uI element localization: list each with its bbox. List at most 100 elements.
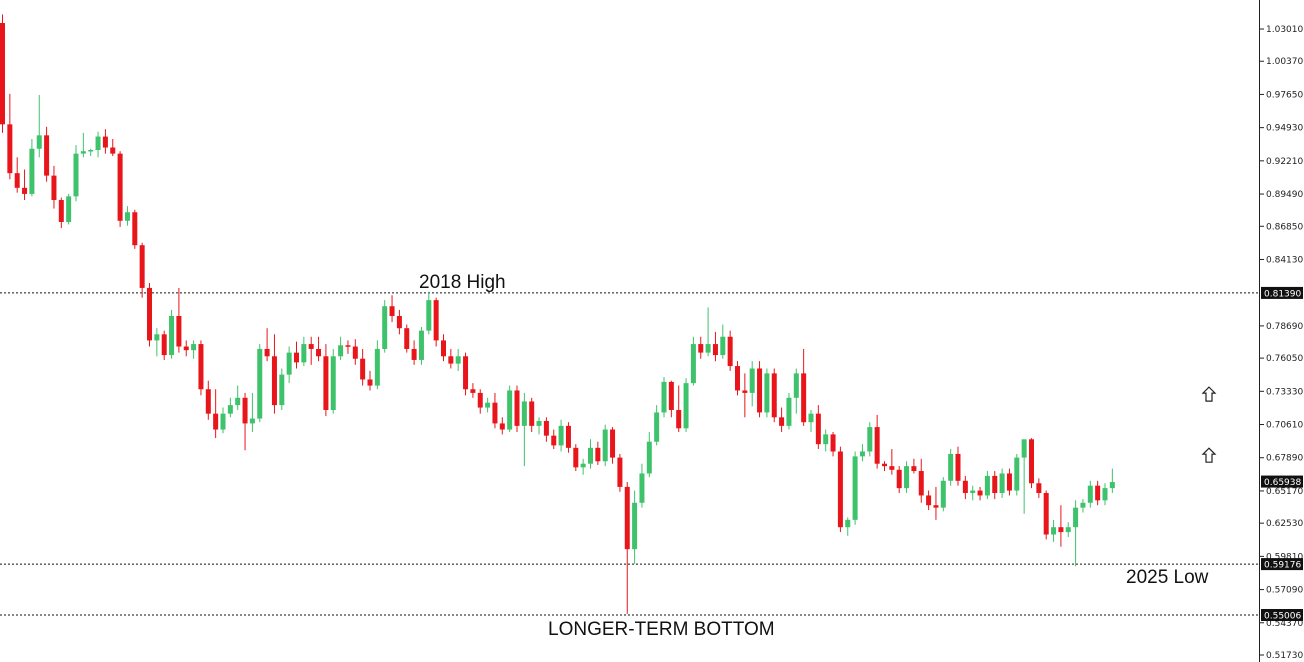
- candle-body: [1051, 527, 1057, 535]
- candle: [80, 132, 86, 158]
- candle-body: [235, 397, 241, 406]
- candle: [984, 471, 990, 500]
- candle-body: [514, 390, 520, 426]
- candle-body: [1014, 457, 1020, 491]
- price-tick-label: 0.76050: [1266, 354, 1303, 364]
- candle-body: [815, 413, 821, 445]
- candle: [1080, 499, 1086, 513]
- candle-body: [610, 429, 616, 458]
- candle: [29, 138, 35, 197]
- level-label: 0.59176: [1264, 561, 1301, 571]
- candle: [323, 344, 329, 417]
- candle: [617, 453, 623, 492]
- candle-body: [14, 173, 20, 188]
- candle: [698, 336, 704, 359]
- candle-body: [352, 346, 358, 359]
- candle-body: [977, 490, 983, 496]
- candle: [463, 352, 469, 396]
- candle: [529, 397, 535, 432]
- candle-body: [690, 344, 696, 384]
- candle: [896, 466, 902, 494]
- candle: [867, 422, 873, 457]
- candle: [485, 397, 491, 413]
- candle: [624, 482, 630, 614]
- candle: [764, 368, 770, 418]
- candle: [543, 417, 549, 442]
- candle-body: [301, 344, 307, 363]
- candle: [602, 424, 608, 467]
- level-label: 0.81390: [1264, 289, 1301, 299]
- candle-body: [698, 344, 704, 353]
- candle: [808, 409, 814, 432]
- candle: [124, 206, 130, 226]
- candle-body: [646, 441, 652, 474]
- candle-body: [249, 418, 255, 424]
- price-tick-label: 0.70610: [1266, 421, 1303, 431]
- candle-body: [764, 373, 770, 413]
- candle-body: [58, 200, 64, 223]
- candle-body: [705, 344, 711, 353]
- candle-body: [330, 356, 336, 410]
- candle: [595, 441, 601, 465]
- candle: [44, 126, 50, 182]
- candle: [874, 414, 880, 469]
- candle-body: [683, 383, 689, 429]
- candle: [926, 490, 932, 511]
- candle-body: [36, 135, 42, 149]
- candle-body: [0, 23, 5, 125]
- candle: [771, 368, 777, 423]
- candle-body: [926, 495, 932, 506]
- candle-body: [999, 473, 1005, 494]
- candle: [330, 348, 336, 414]
- price-tick-label: 0.92210: [1266, 157, 1303, 167]
- candle-body: [580, 463, 586, 468]
- candle: [830, 431, 836, 457]
- candle-body: [536, 420, 542, 426]
- price-tick-label: 0.67890: [1266, 454, 1303, 464]
- candle: [441, 334, 446, 362]
- candle-body: [367, 379, 373, 386]
- candle-body: [227, 405, 233, 414]
- candle-body: [874, 427, 880, 464]
- candle-body: [889, 466, 895, 470]
- candle: [470, 383, 476, 398]
- candle: [411, 340, 417, 365]
- candle: [338, 336, 344, 360]
- candle-body: [95, 136, 101, 150]
- candle-body: [220, 413, 226, 430]
- candle: [514, 385, 520, 432]
- candle-body: [345, 345, 351, 347]
- price-tick-label: 0.94930: [1266, 124, 1303, 134]
- price-tick-label: 0.73330: [1266, 387, 1303, 397]
- candle: [477, 389, 483, 414]
- candle: [521, 392, 527, 467]
- candle: [66, 193, 72, 225]
- candle-body: [970, 490, 976, 494]
- candle: [374, 340, 380, 390]
- candle: [793, 368, 799, 414]
- annotation-longer-term-bottom: LONGER-TERM BOTTOM: [548, 619, 775, 640]
- candle-body: [176, 315, 182, 347]
- candle: [294, 341, 299, 369]
- candle-body: [661, 381, 667, 413]
- price-tick-label: 0.57090: [1266, 586, 1303, 596]
- price-tick-label: 0.51730: [1266, 651, 1303, 661]
- candle-body: [830, 434, 836, 452]
- candle-body: [779, 417, 785, 426]
- candle-body: [1073, 507, 1079, 528]
- candle-body: [882, 463, 887, 467]
- candle: [448, 348, 454, 369]
- candle: [507, 385, 513, 432]
- candle: [51, 165, 57, 209]
- candle-body: [389, 306, 395, 316]
- candle: [176, 287, 182, 353]
- candle-body: [823, 434, 829, 445]
- candle: [573, 444, 579, 472]
- candle: [837, 446, 843, 533]
- candle-body: [801, 373, 807, 423]
- candle: [154, 328, 160, 357]
- current-price-label: 0.65938: [1264, 478, 1301, 488]
- candle-body: [411, 348, 417, 360]
- candle: [426, 291, 432, 335]
- candle: [205, 380, 211, 420]
